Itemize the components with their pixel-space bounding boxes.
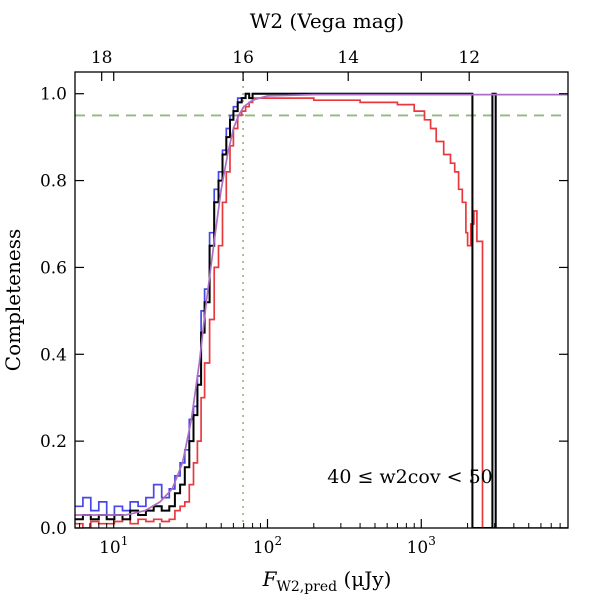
y-tick-label: 0.4	[40, 345, 67, 365]
x-tick-label-base: 10	[99, 538, 121, 558]
x-tick-label-exponent: 1	[121, 534, 129, 548]
y-tick-label: 1.0	[40, 85, 67, 105]
x-axis-title-unit: (μJy)	[337, 567, 391, 591]
series-group	[75, 92, 568, 528]
top-tick-label: 18	[91, 48, 113, 68]
series-line-3	[75, 92, 497, 528]
x-axis-title: FW2,pred (μJy)	[262, 567, 392, 595]
top-tick-label: 12	[458, 48, 480, 68]
reference-lines	[75, 72, 568, 528]
y-tick-label: 0.2	[40, 432, 67, 452]
x-axis-title-subscript: W2,pred	[276, 579, 337, 595]
y-tick-label: 0.0	[40, 519, 67, 539]
top-tick-label: 16	[232, 48, 254, 68]
series-line-2	[75, 92, 497, 528]
axes-frame	[74, 71, 569, 529]
y-tick-label: 0.8	[40, 172, 67, 192]
x-tick-label-base: 10	[407, 538, 429, 558]
x-tick-label: 103	[407, 534, 436, 558]
series-line-4	[75, 93, 568, 516]
x-tick-label: 102	[253, 534, 282, 558]
top-tick-label: 14	[337, 48, 359, 68]
y-tick-label: 0.6	[40, 258, 67, 278]
x-tick-label-exponent: 3	[428, 534, 436, 548]
x-axis-title-main: F	[262, 567, 278, 591]
top-axis-title: W2 (Vega mag)	[250, 9, 404, 33]
x-tick-label: 101	[99, 534, 128, 558]
x-tick-label-exponent: 2	[274, 534, 282, 548]
x-tick-label-base: 10	[253, 538, 275, 558]
series-line-1	[75, 97, 568, 528]
annotation: 40 ≤ w2cov < 50	[327, 466, 493, 488]
y-axis-title: Completeness	[1, 229, 25, 371]
